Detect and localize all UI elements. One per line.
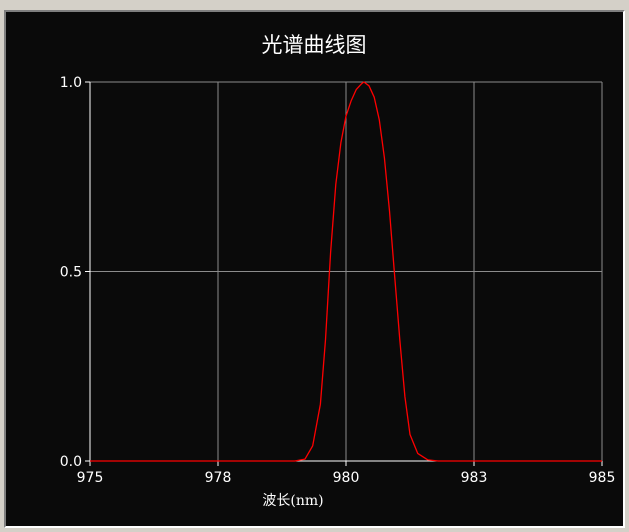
series-line (90, 81, 602, 462)
chart-panel: 光谱曲线图 975 978 980 983 985 0.0 0.5 1.0 波长(nm) (4, 10, 625, 528)
x-tick-label: 975 (77, 470, 104, 486)
y-tick-label: 0.5 (60, 265, 82, 281)
y-tick-label: 0.0 (60, 454, 82, 470)
series-group (90, 81, 602, 462)
spectrum-chart: 光谱曲线图 975 978 980 983 985 0.0 0.5 1.0 波长(nm) (60, 33, 616, 509)
y-tick-label: 1.0 (60, 75, 82, 91)
chart-title: 光谱曲线图 (262, 33, 367, 57)
x-tick-label: 983 (461, 470, 488, 486)
x-tick-label: 985 (589, 470, 616, 486)
x-tick-label: 980 (333, 470, 360, 486)
x-axis-label: 波长(nm) (262, 493, 323, 509)
tick-labels: 975 978 980 983 985 0.0 0.5 1.0 (60, 75, 616, 486)
axes (85, 81, 603, 466)
x-tick-label: 978 (205, 470, 232, 486)
grid (90, 82, 602, 461)
